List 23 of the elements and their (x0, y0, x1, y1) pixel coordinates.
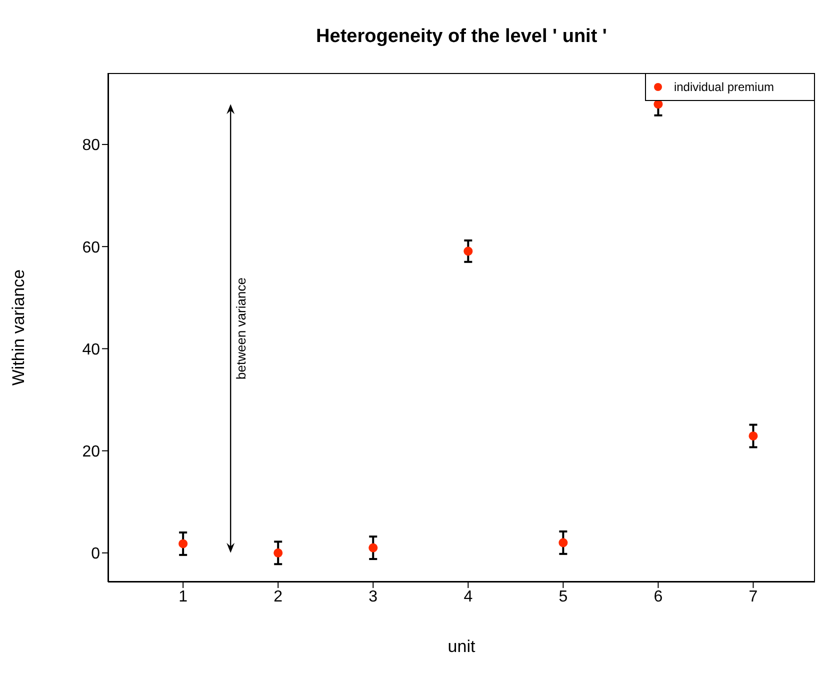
y-tick-label: 20 (82, 443, 100, 460)
y-tick-label: 40 (82, 341, 100, 358)
x-tick-label: 5 (558, 588, 568, 606)
y-tick-label: 0 (91, 546, 100, 563)
point (464, 246, 473, 256)
x-tick-label: 4 (464, 588, 473, 606)
point (558, 538, 568, 548)
x-tick-label: 7 (748, 588, 758, 606)
x-tick-label: 6 (654, 588, 663, 606)
x-tick-label: 2 (274, 588, 283, 606)
legend-label: individual premium (674, 80, 774, 94)
x-axis-title: unit (448, 637, 476, 656)
x-tick-label: 3 (368, 588, 378, 606)
chart-title: Heterogeneity of the level ' unit ' (315, 26, 608, 48)
y-tick-label: 60 (82, 239, 100, 256)
point (748, 431, 758, 440)
point (274, 548, 283, 558)
point (178, 539, 188, 548)
x-tick-label: 1 (178, 588, 188, 606)
annotation: between variance (234, 278, 249, 380)
y-axis-title: Within variance (9, 269, 28, 386)
point (368, 543, 378, 552)
y-tick-label: 80 (82, 137, 100, 154)
